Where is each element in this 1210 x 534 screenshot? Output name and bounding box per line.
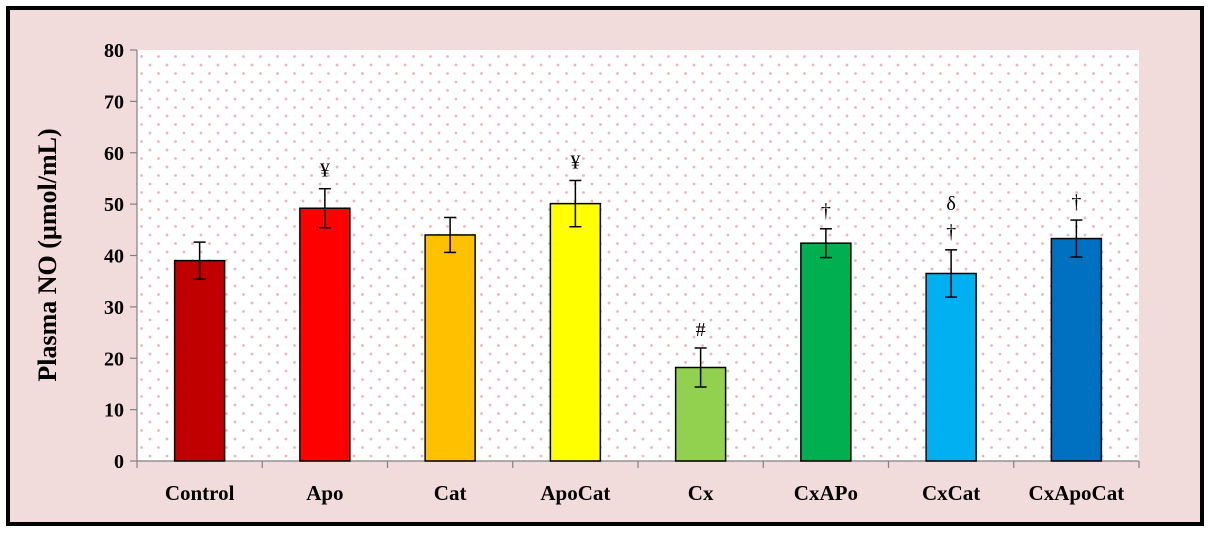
y-axis-label: Plasma NO (µmol/mL) (33, 128, 62, 381)
chart-frame: 0 10 20 30 40 50 60 70 80 Control Apo Cat ApoCat Cx C… (6, 6, 1204, 526)
y-tick-label: 60 (104, 143, 124, 165)
bar-cx (674, 366, 727, 462)
significance-annotations: ¥ ¥ # † δ † † (320, 151, 1082, 340)
bar-cxapocat (1050, 237, 1103, 462)
annotation-cxcat: δ † (946, 193, 956, 243)
y-axis: 0 10 20 30 40 50 60 70 80 (104, 40, 138, 473)
bar-cxcat (925, 272, 977, 462)
bar-cat (424, 234, 476, 462)
annotation-cx: # (696, 319, 706, 341)
x-tick-label: Cx (688, 481, 714, 505)
plot-area-pattern (137, 50, 1139, 461)
y-tick-label: 10 (104, 400, 124, 422)
y-tick-label: 70 (104, 91, 124, 113)
bar-apocat (549, 202, 602, 462)
bar-cxapo (800, 242, 852, 462)
x-tick-label: Apo (306, 481, 343, 505)
annotation-cxapocat: † (1071, 191, 1081, 213)
x-axis: Control Apo Cat ApoCat Cx CxAPo CxCat CxApoCat (136, 460, 1140, 505)
annotation-apo: ¥ (320, 160, 330, 182)
y-tick-label: 30 (104, 297, 124, 319)
bar-control (173, 259, 226, 462)
bars (173, 202, 1103, 462)
y-tick-label: 20 (104, 348, 124, 370)
x-tick-label: CxAPo (794, 481, 858, 505)
bar-apo (299, 207, 351, 462)
x-tick-label: CxApoCat (1029, 481, 1125, 505)
x-tick-label: Cat (434, 481, 467, 505)
y-tick-label: 40 (104, 246, 124, 268)
x-tick-label: CxCat (922, 481, 980, 505)
x-tick-label: ApoCat (540, 481, 610, 505)
error-bars (193, 179, 1083, 388)
annotation-apocat: ¥ (570, 151, 580, 173)
y-tick-label: 80 (104, 40, 124, 62)
annotation-cxapo: † (821, 200, 831, 222)
x-tick-label: Control (165, 481, 235, 505)
y-tick-label: 50 (104, 194, 124, 216)
y-tick-label: 0 (114, 451, 124, 473)
